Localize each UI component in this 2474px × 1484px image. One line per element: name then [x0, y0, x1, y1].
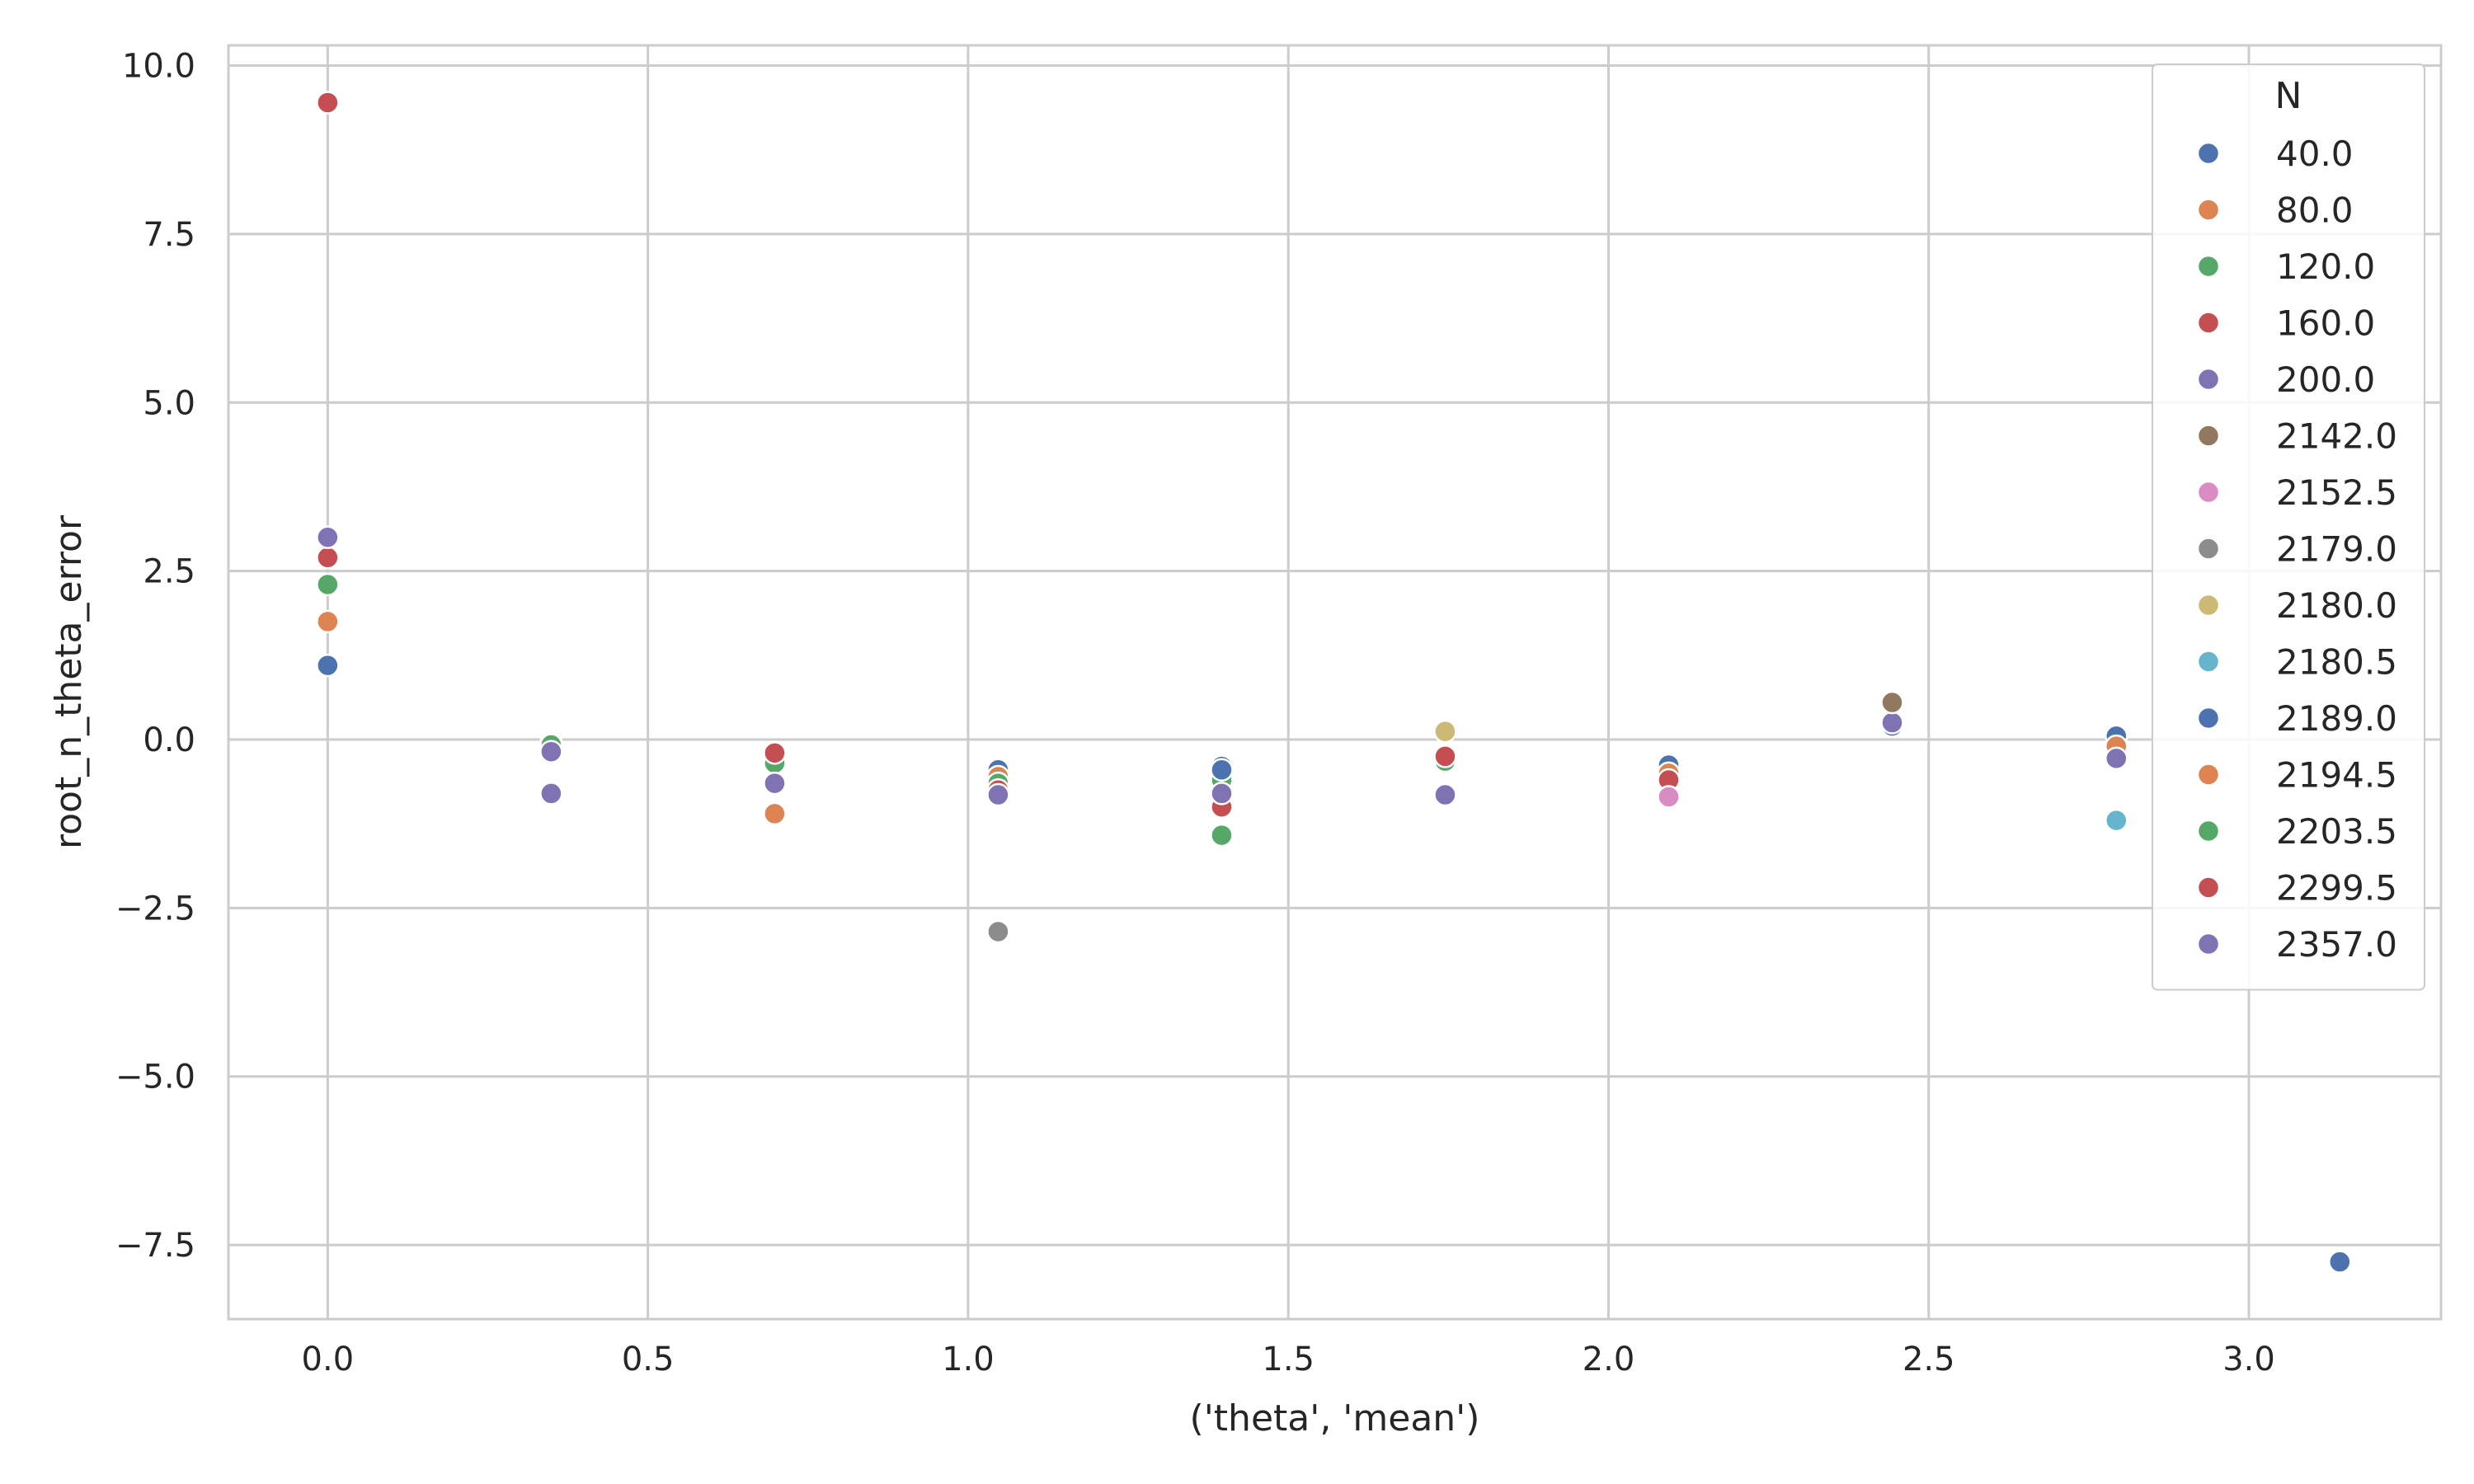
data-points [316, 91, 2352, 1274]
y-tick-label: −2.5 [115, 890, 195, 928]
y-tick-label: 10.0 [122, 48, 195, 86]
y-tick-label: 2.5 [143, 553, 195, 591]
data-point-series-6 [1657, 785, 1681, 809]
legend-marker [2196, 763, 2221, 787]
y-tick-label: −5.0 [115, 1059, 195, 1097]
x-tick-label: 1.5 [1262, 1341, 1315, 1378]
data-point-series-14 [539, 740, 563, 763]
data-point-series-0 [2328, 1250, 2352, 1274]
legend-marker [2196, 480, 2221, 505]
x-tick-label: 2.0 [1583, 1341, 1635, 1378]
legend-marker [2196, 367, 2221, 392]
legend-items: 40.0 80.0 120.0 160.0 200.0 2142.0 2152.5 2179.… [2196, 134, 2397, 965]
data-point-series-0 [316, 653, 340, 678]
legend-marker [2196, 932, 2221, 956]
legend-label: 2299.5 [2276, 868, 2397, 909]
legend-title: N [2275, 75, 2302, 117]
legend-label: 120.0 [2276, 247, 2375, 287]
data-point-series-13 [316, 91, 340, 115]
data-point-series-12 [1210, 823, 1234, 848]
legend-marker [2196, 819, 2221, 843]
data-point-series-3 [316, 546, 340, 570]
legend-marker [2196, 254, 2221, 279]
legend-label: 2180.5 [2276, 642, 2397, 683]
data-point-series-4 [763, 771, 787, 796]
y-tick-label: −7.5 [115, 1227, 195, 1265]
y-tick-label: 0.0 [143, 721, 195, 759]
data-point-series-1 [763, 801, 787, 826]
x-tick-label: 0.5 [622, 1341, 675, 1378]
y-axis-label: root_n_theta_error [48, 514, 90, 849]
data-point-series-4 [1433, 782, 1457, 807]
data-point-series-4 [316, 525, 340, 549]
data-point-series-8 [1433, 719, 1457, 744]
y-tick-label: 7.5 [143, 216, 195, 254]
legend-label: 2357.0 [2276, 924, 2397, 965]
data-point-series-4 [1210, 782, 1234, 805]
legend-marker [2196, 198, 2221, 222]
data-point-series-9 [2105, 808, 2128, 833]
legend-label: 40.0 [2276, 134, 2354, 174]
legend-label: 80.0 [2276, 190, 2354, 231]
data-point-series-1 [316, 609, 340, 634]
data-point-series-2 [316, 572, 340, 597]
legend-marker [2196, 593, 2221, 618]
data-point-series-10 [1210, 758, 1234, 782]
legend-label: 2180.0 [2276, 585, 2397, 626]
legend-label: 200.0 [2276, 359, 2375, 400]
y-tick-label: 5.0 [143, 384, 195, 422]
legend-label: 2142.0 [2276, 416, 2397, 457]
y-axis-ticks: −7.5 −5.0 −2.5 0.0 2.5 5.0 7.5 10.0 [115, 48, 195, 1266]
data-point-series-7 [986, 919, 1010, 944]
x-tick-label: 0.0 [302, 1341, 355, 1378]
data-point-series-4 [539, 782, 563, 805]
legend-marker [2196, 706, 2221, 730]
legend-marker [2196, 537, 2221, 561]
data-point-series-4 [986, 782, 1010, 807]
grid-lines [228, 45, 2441, 1319]
legend-marker [2196, 311, 2221, 335]
x-axis-ticks: 0.0 0.5 1.0 1.5 2.0 2.5 3.0 [302, 1341, 2275, 1378]
data-point-series-4 [1880, 711, 1904, 735]
legend-label: 160.0 [2276, 303, 2375, 344]
data-point-series-5 [1880, 690, 1904, 715]
legend-label: 2203.5 [2276, 811, 2397, 852]
legend: N 40.0 80.0 120.0 160.0 200.0 2142.0 2152.5 217… [2152, 63, 2425, 991]
legend-label: 2194.5 [2276, 755, 2397, 796]
legend-label: 2189.0 [2276, 698, 2397, 739]
legend-label: 2179.0 [2276, 529, 2397, 570]
legend-marker [2196, 141, 2221, 166]
x-axis-label: ('theta', 'mean') [1190, 1397, 1480, 1439]
x-tick-label: 3.0 [2222, 1341, 2275, 1378]
data-point-series-3 [1433, 744, 1457, 768]
x-tick-label: 1.0 [942, 1341, 995, 1378]
data-point-series-3 [763, 741, 787, 765]
data-point-series-14 [2105, 746, 2128, 771]
legend-marker [2196, 424, 2221, 448]
legend-marker [2196, 650, 2221, 674]
legend-label: 2152.5 [2276, 472, 2397, 513]
legend-box [2152, 63, 2425, 991]
x-tick-label: 2.5 [1903, 1341, 1955, 1378]
legend-marker [2196, 876, 2221, 899]
plot-area-frame [227, 44, 2443, 1321]
